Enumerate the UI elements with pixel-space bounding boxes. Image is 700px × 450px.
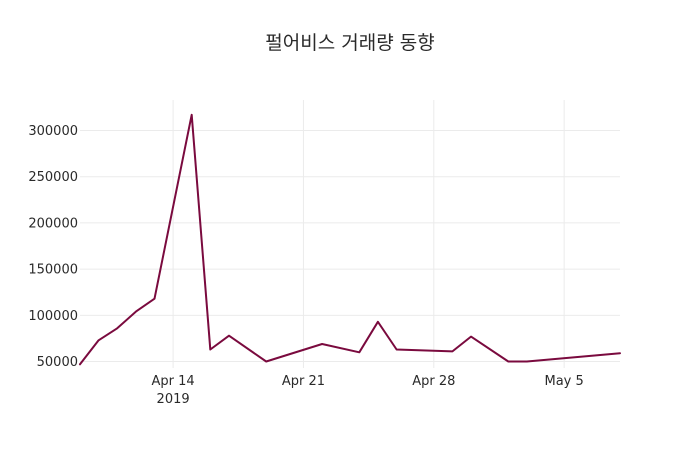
data-point: [321, 343, 323, 345]
y-tick-label: 300000: [28, 124, 78, 139]
y-tick-label: 200000: [28, 216, 78, 231]
data-point: [116, 327, 118, 329]
series-line: [79, 113, 621, 366]
y-tick-label: 250000: [28, 170, 78, 185]
data-point: [135, 311, 137, 313]
data-point: [191, 114, 193, 116]
x-tick-label: Apr 14: [152, 374, 195, 389]
chart-title: 펄어비스 거래량 동향: [265, 32, 434, 54]
axis-labels: 50000 100000 150000 200000 250000 300000 Apr 1…: [28, 124, 583, 407]
data-point: [470, 336, 472, 338]
data-point: [526, 360, 528, 363]
data-point: [209, 348, 211, 351]
data-point: [98, 339, 100, 341]
x-tick-label: Apr 21: [282, 374, 325, 389]
data-point: [358, 351, 360, 353]
y-tick-label: 100000: [28, 309, 78, 324]
grid-lines: [80, 100, 620, 368]
x-tick-label: May 5: [544, 374, 583, 389]
data-point: [79, 363, 81, 365]
x-tick-label: Apr 28: [412, 374, 455, 389]
data-point: [507, 360, 509, 363]
series-layer: [79, 113, 621, 366]
data-point: [265, 360, 267, 363]
data-point: [451, 350, 453, 352]
data-point: [619, 352, 621, 354]
data-point: [377, 321, 379, 323]
data-point: [153, 298, 156, 300]
y-tick-label: 150000: [28, 263, 78, 278]
y-tick-label: 50000: [37, 355, 78, 370]
data-point: [396, 348, 398, 351]
data-point: [228, 335, 230, 337]
x-tick-year-label: 2019: [157, 392, 190, 407]
